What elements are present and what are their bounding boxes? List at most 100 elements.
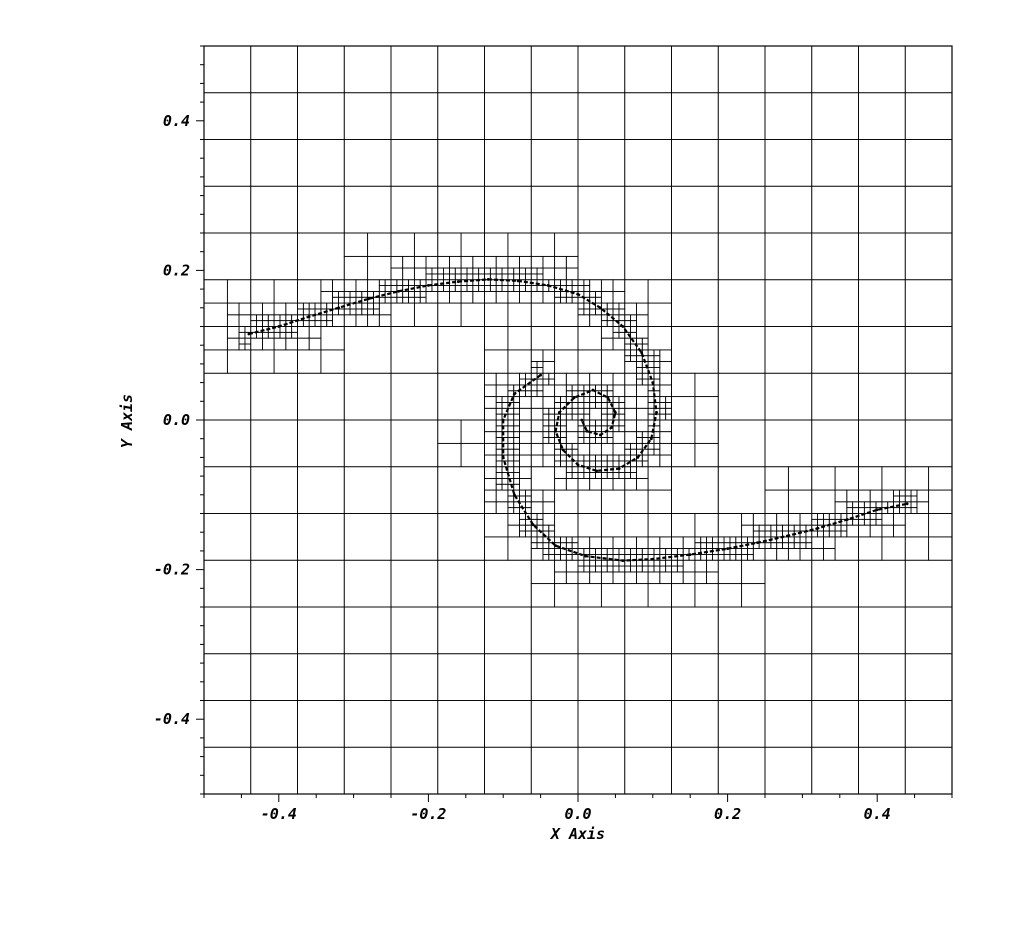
mesh-cell	[600, 279, 614, 292]
mesh-cell	[787, 536, 795, 544]
mesh-cell	[583, 437, 591, 444]
mesh-cell	[250, 302, 263, 316]
mesh-cell	[513, 419, 520, 427]
mesh-cell	[624, 571, 637, 585]
mesh-cell	[384, 279, 392, 286]
mesh-cell	[519, 255, 532, 269]
mesh-cell	[349, 291, 357, 298]
mesh-cell	[554, 279, 561, 286]
mesh-cell	[449, 291, 462, 304]
mesh-cell	[577, 442, 591, 456]
mesh-cell	[811, 548, 824, 561]
mesh-cell	[787, 542, 795, 549]
mesh-cell	[840, 530, 848, 538]
mesh-cell	[250, 559, 298, 608]
mesh-cell	[308, 337, 322, 351]
mesh-cell	[425, 255, 439, 269]
mesh-cell	[250, 466, 298, 514]
curve-point	[756, 541, 759, 545]
mesh-cell	[530, 139, 579, 187]
mesh-cell	[636, 384, 649, 398]
mesh-cell	[484, 139, 532, 187]
mesh-cell	[600, 326, 614, 339]
mesh-cell	[530, 407, 544, 421]
mesh-cell	[343, 372, 392, 421]
y-tick-label: 0.2	[163, 261, 190, 279]
mesh-cell	[548, 419, 556, 427]
mesh-cell	[647, 302, 672, 327]
mesh-cell	[542, 255, 556, 269]
mesh-cell	[606, 407, 614, 415]
mesh-cell	[577, 489, 602, 514]
mesh-cell	[542, 554, 550, 561]
mesh-cell	[507, 285, 515, 292]
mesh-cell	[413, 232, 439, 257]
mesh-cell	[747, 536, 754, 544]
mesh-cell	[729, 536, 737, 544]
mesh-cell	[735, 554, 743, 561]
mesh-cell	[530, 548, 544, 561]
mesh-cell	[735, 548, 743, 555]
mesh-cell	[618, 396, 626, 403]
mesh-cell	[928, 466, 953, 491]
mesh-cell	[624, 302, 637, 316]
mesh-cell	[700, 536, 707, 544]
mesh-cell	[636, 407, 649, 421]
mesh-cell	[577, 472, 585, 479]
mesh-cell	[250, 185, 298, 234]
mesh-cell	[542, 372, 550, 380]
mesh-cell	[548, 548, 556, 555]
mesh-cell	[758, 530, 766, 538]
mesh-cell	[787, 548, 801, 561]
mesh-cell	[624, 279, 649, 304]
mesh-cell	[583, 407, 591, 415]
mesh-cell	[554, 478, 567, 491]
mesh-cell	[595, 472, 602, 479]
mesh-cell	[636, 419, 649, 433]
mesh-cell	[437, 653, 485, 701]
mesh-cell	[589, 308, 596, 316]
mesh-cell	[665, 559, 672, 567]
mesh-cell	[764, 524, 772, 532]
mesh-cell	[600, 372, 614, 386]
mesh-cell	[343, 653, 392, 701]
mesh-cell	[653, 442, 661, 450]
mesh-cell	[530, 700, 579, 748]
curve-point	[554, 429, 557, 433]
mesh-cell	[285, 302, 298, 316]
mesh-cell	[297, 320, 304, 327]
mesh-cell	[495, 425, 503, 433]
mesh-cell	[454, 267, 462, 275]
mesh-cell	[764, 92, 813, 140]
mesh-cell	[811, 326, 859, 374]
mesh-cell	[583, 396, 591, 403]
mesh-cell	[858, 185, 906, 234]
mesh-cell	[577, 185, 626, 234]
mesh-cell	[203, 559, 252, 608]
mesh-cell	[542, 378, 550, 386]
mesh-cell	[595, 419, 602, 427]
mesh-cell	[600, 314, 608, 322]
mesh-cell	[671, 185, 719, 234]
y-tick-label: 0.4	[163, 112, 190, 130]
mesh-cell	[665, 402, 672, 409]
mesh-cell	[671, 536, 684, 549]
mesh-cell	[618, 302, 626, 310]
interface-curve-lower	[502, 374, 908, 562]
mesh-cell	[554, 454, 561, 462]
mesh-cell	[647, 513, 672, 538]
mesh-cell	[542, 267, 556, 281]
mesh-cell	[928, 536, 953, 561]
mesh-cell	[583, 302, 591, 310]
mesh-cell	[472, 285, 480, 292]
mesh-cell	[390, 746, 439, 795]
mesh-cell	[361, 291, 369, 298]
mesh-cell	[343, 559, 392, 608]
mesh-cell	[460, 419, 485, 444]
mesh-cell	[525, 524, 532, 532]
mesh-cell	[484, 501, 497, 514]
mesh-cell	[606, 454, 614, 462]
mesh-cell	[495, 478, 503, 485]
mesh-cell	[519, 407, 532, 421]
mesh-cell	[250, 45, 298, 94]
